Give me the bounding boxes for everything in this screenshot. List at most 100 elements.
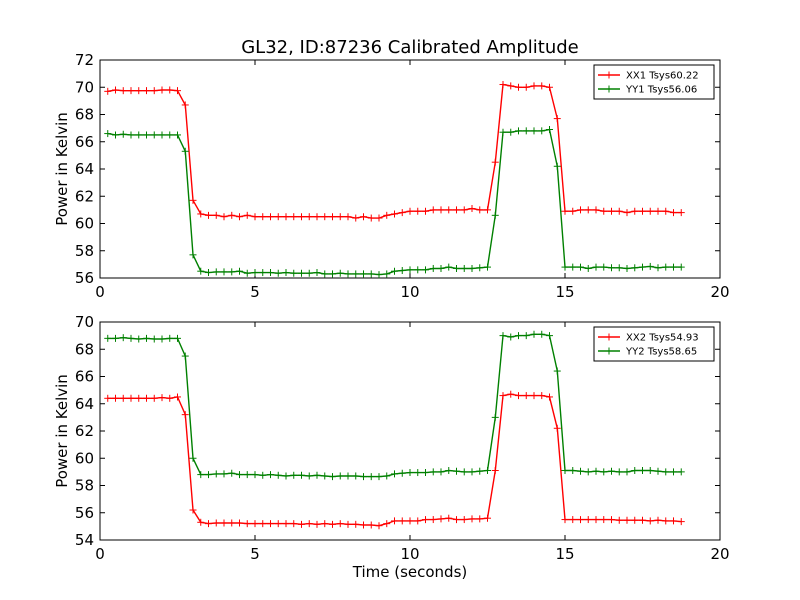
top-data-point (104, 130, 112, 138)
top-data-point (600, 263, 608, 271)
bottom-data-point (561, 516, 569, 524)
top-data-point (127, 131, 135, 139)
top-data-point (445, 206, 453, 214)
bottom-data-point (491, 467, 499, 475)
top-data-point (422, 266, 429, 274)
top-data-point (251, 269, 259, 277)
top-x-tick-label: 15 (555, 283, 574, 301)
bottom-data-point (143, 334, 150, 342)
bottom-data-point (460, 516, 468, 524)
bottom-data-point (174, 393, 181, 401)
bottom-data-point (631, 516, 639, 524)
bottom-data-point (507, 390, 515, 398)
bottom-data-point (236, 471, 243, 479)
top-y-tick-label: 58 (75, 242, 94, 260)
bottom-y-tick-label: 68 (75, 340, 94, 358)
bottom-data-point (112, 394, 119, 402)
top-data-point (507, 82, 515, 90)
bottom-data-point (344, 520, 352, 528)
bottom-data-point (181, 411, 189, 419)
bottom-data-point (158, 394, 166, 402)
bottom-data-point (553, 367, 561, 375)
top-data-point (274, 213, 282, 221)
top-data-point (197, 210, 205, 218)
bottom-y-tick-label: 60 (75, 449, 94, 467)
bottom-data-point (383, 472, 391, 480)
bottom-data-point (119, 334, 127, 342)
bottom-data-point (398, 469, 406, 477)
top-data-point (538, 82, 546, 90)
top-data-point (499, 81, 507, 89)
top-data-point (600, 207, 608, 215)
bottom-data-point (437, 468, 445, 476)
top-data-point (267, 269, 274, 277)
top-data-point (654, 264, 662, 272)
bottom-data-point (460, 468, 468, 476)
bottom-data-point (174, 334, 181, 342)
top-data-point (282, 269, 290, 277)
top-y-tick-label: 72 (75, 51, 94, 69)
bottom-data-point (321, 472, 329, 480)
bottom-data-point (623, 468, 631, 476)
bottom-data-point (228, 469, 236, 477)
bottom-data-point (127, 394, 135, 402)
top-data-point (429, 264, 437, 272)
top-data-point (499, 128, 507, 136)
x-axis-label: Time (seconds) (352, 563, 468, 581)
top-data-point (662, 207, 670, 215)
top-data-point (538, 127, 546, 135)
top-y-tick-label: 56 (75, 269, 94, 287)
bottom-y-tick-label: 70 (75, 313, 94, 331)
bottom-data-point (476, 467, 484, 475)
top-data-point (181, 147, 189, 155)
top-y-tick-label: 62 (75, 187, 94, 205)
top-data-point (174, 131, 181, 139)
top-data-point (143, 87, 150, 95)
bottom-subplot: 0 5 10 15 20 54 56 58 60 62 64 66 68 70 XX2 Tsys54.93… (53, 313, 730, 581)
top-data-point (608, 207, 615, 215)
top-data-point (491, 211, 499, 219)
bottom-data-point (267, 520, 274, 528)
top-data-point (398, 267, 406, 275)
top-data-point (367, 214, 375, 222)
top-data-point (592, 263, 600, 271)
top-data-point (383, 211, 391, 219)
top-data-point (460, 206, 468, 214)
bottom-data-point (670, 468, 677, 476)
top-data-point (615, 264, 623, 272)
bottom-data-point (584, 468, 592, 476)
top-data-point (460, 264, 468, 272)
top-data-point (158, 86, 166, 94)
bottom-data-point (212, 470, 220, 478)
bottom-data-point (127, 334, 135, 342)
bottom-data-point (553, 424, 561, 432)
top-data-point (352, 270, 360, 278)
bottom-data-point (298, 471, 305, 479)
top-data-point (305, 213, 313, 221)
bottom-data-point (639, 467, 646, 475)
bottom-data-point (336, 520, 344, 528)
bottom-data-point (507, 333, 515, 341)
top-data-point (205, 211, 212, 219)
top-data-point (577, 263, 584, 271)
bottom-data-point (220, 470, 228, 478)
bottom-data-point (119, 394, 127, 402)
top-data-point (212, 268, 220, 276)
top-data-point (530, 127, 538, 135)
bottom-data-point (615, 516, 623, 524)
bottom-data-point (414, 469, 422, 477)
top-data-point (569, 207, 577, 215)
top-data-point (236, 213, 243, 221)
top-data-point (623, 209, 631, 217)
bottom-data-point (569, 516, 577, 524)
top-data-point (220, 213, 228, 221)
top-data-point (646, 262, 654, 270)
bottom-data-point (445, 467, 453, 475)
top-data-point (639, 263, 646, 271)
top-data-point (437, 264, 445, 272)
bottom-data-point (670, 517, 677, 525)
top-data-point (429, 206, 437, 214)
top-data-point (398, 209, 406, 217)
